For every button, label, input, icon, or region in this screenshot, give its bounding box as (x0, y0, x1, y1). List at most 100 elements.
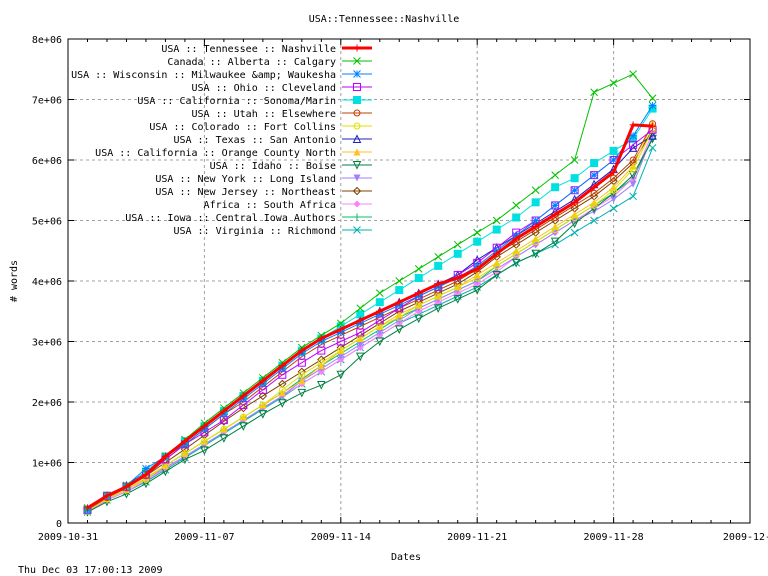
data-point (472, 286, 482, 295)
series-line (86, 123, 653, 510)
series-line (87, 105, 653, 511)
data-point (356, 304, 365, 313)
x-tick-label: 2009-11-14 (311, 532, 371, 543)
data-point (200, 422, 208, 430)
x-tick-label: 2009-11-21 (447, 532, 507, 543)
y-tick-label: 7e+06 (32, 96, 62, 107)
data-point (336, 370, 346, 380)
data-point (83, 504, 91, 512)
data-point (570, 186, 579, 195)
legend-marker (353, 213, 361, 221)
data-point (375, 337, 385, 347)
x-tick-label: 2009-10-31 (38, 532, 98, 543)
legend-label: USA :: Idaho :: Boise (210, 161, 336, 172)
legend-label: Africa :: South Africa (204, 200, 336, 211)
data-point (200, 437, 208, 445)
legend-label: USA :: Virginia :: Richmond (173, 226, 336, 237)
legend-marker (352, 186, 362, 196)
data-point (298, 377, 306, 385)
data-point (571, 198, 579, 206)
data-point (278, 386, 286, 394)
data-point (103, 492, 111, 500)
data-point (551, 210, 559, 218)
data-point (317, 381, 326, 390)
data-point (629, 140, 638, 149)
data-point (590, 159, 599, 168)
data-point (259, 401, 267, 409)
legend-label: Canada :: Alberta :: Calgary (167, 57, 336, 68)
data-point (161, 452, 169, 460)
data-point (355, 352, 365, 362)
data-point (259, 377, 267, 385)
data-point (610, 186, 618, 194)
data-point (375, 298, 384, 307)
data-point (609, 204, 618, 213)
y-tick-label: 1e+06 (32, 459, 62, 470)
data-point (258, 410, 268, 419)
data-point (493, 250, 501, 258)
data-point (649, 122, 657, 130)
data-point (512, 201, 521, 210)
data-point (590, 201, 598, 209)
x-tick-label: 2009-12-0 (723, 532, 768, 543)
data-point (375, 289, 384, 297)
y-tick-label: 6e+06 (32, 156, 62, 167)
data-point (356, 316, 364, 324)
data-point (590, 88, 598, 97)
y-tick-label: 2e+06 (32, 398, 62, 409)
data-point (336, 337, 345, 346)
data-point (395, 298, 403, 306)
series-1 (83, 121, 657, 512)
data-point (629, 131, 637, 140)
data-point (512, 235, 520, 243)
y-tick-label: 0 (56, 519, 62, 530)
data-point (629, 165, 637, 173)
data-point (610, 195, 618, 203)
legend-label: USA :: Colorado :: Fort Collins (149, 122, 336, 133)
data-point (609, 146, 618, 155)
legend-label: USA :: Texas :: San Antonio (173, 135, 336, 146)
data-point (531, 186, 540, 195)
y-tick-label: 5e+06 (32, 217, 62, 228)
data-point (551, 171, 559, 179)
data-point (571, 213, 579, 221)
x-tick-label: 2009-11-07 (174, 532, 234, 543)
data-point (395, 313, 403, 321)
data-point (395, 277, 404, 285)
data-point (473, 265, 481, 273)
data-point (648, 94, 657, 103)
data-point (317, 359, 325, 367)
data-point (492, 225, 501, 234)
grid (68, 39, 750, 523)
legend-marker (353, 200, 361, 208)
data-point (317, 346, 326, 355)
data-point (376, 328, 384, 336)
data-point (181, 449, 189, 457)
legend-label: USA :: Utah :: Elsewhere (192, 109, 337, 120)
data-point (181, 437, 189, 445)
data-point (590, 216, 598, 225)
data-point (317, 334, 325, 342)
data-point (531, 198, 540, 207)
legend-label: USA :: Wisconsin :: Milwaukee &amp; Wauk… (71, 70, 336, 81)
legend-label: USA :: New York :: Long Island (155, 174, 336, 185)
data-point (356, 341, 364, 349)
data-point (239, 413, 247, 421)
data-point (629, 180, 637, 188)
data-point (297, 358, 306, 367)
legend-label: USA :: New Jersey :: Northeast (155, 187, 336, 198)
data-point (492, 270, 501, 280)
data-point (532, 238, 540, 246)
data-point (219, 417, 229, 426)
legend-marker (352, 161, 362, 170)
data-point (297, 388, 307, 398)
legend-marker (353, 57, 361, 65)
data-point (122, 483, 130, 491)
data-point (337, 347, 345, 355)
data-point (570, 228, 579, 237)
data-point (609, 79, 618, 88)
y-tick-label: 4e+06 (32, 277, 62, 288)
data-point (610, 168, 618, 176)
legend-marker (353, 226, 361, 234)
